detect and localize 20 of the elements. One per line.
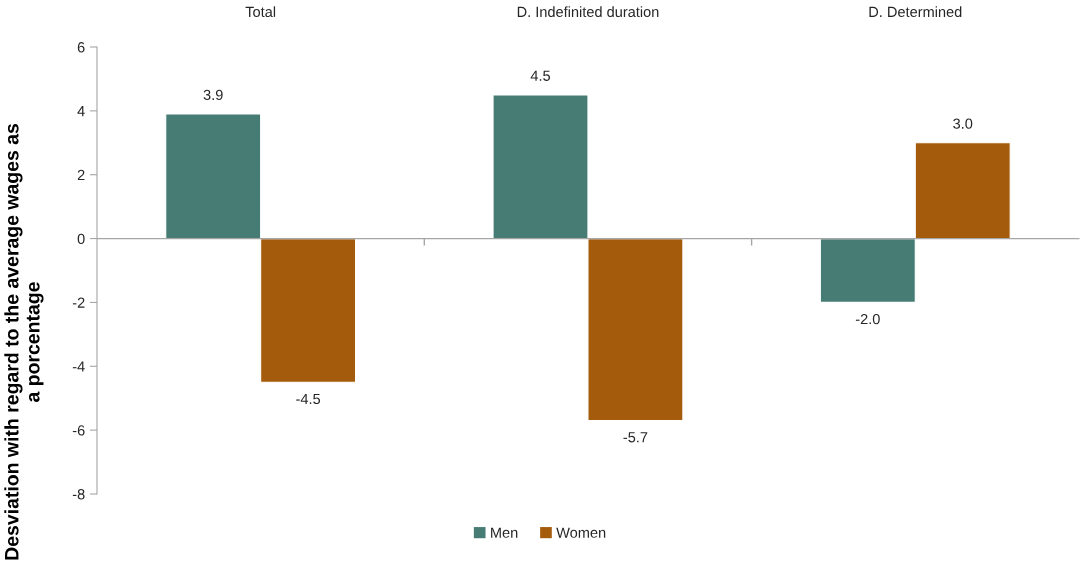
y-tick-label: 2: [77, 169, 85, 180]
x-tick-label: D. Indefinited duration: [517, 6, 659, 18]
y-tick-label: 6: [77, 42, 85, 53]
y-tick-label: 4: [77, 106, 85, 117]
legend-label: Women: [556, 527, 606, 538]
data-label: 3.9: [203, 89, 223, 101]
data-label: -5.7: [623, 432, 648, 443]
x-tick-label: D. Determined: [869, 6, 962, 18]
y-tick-label: 0: [77, 233, 85, 244]
data-label: -2.0: [855, 313, 880, 325]
y-tick-label: -6: [72, 425, 85, 436]
data-label: 4.5: [530, 70, 551, 81]
legend-label: Men: [491, 527, 518, 538]
y-tick-label: -8: [72, 489, 85, 500]
data-label: -4.5: [296, 393, 321, 405]
y-tick-label: -4: [72, 361, 85, 372]
data-label: 3.0: [953, 118, 973, 129]
y-tick-label: -2: [72, 297, 85, 308]
x-tick-label: Total: [245, 6, 276, 18]
y-axis-title: Desviation with regard to the average wages as a porcentage: [4, 123, 44, 560]
